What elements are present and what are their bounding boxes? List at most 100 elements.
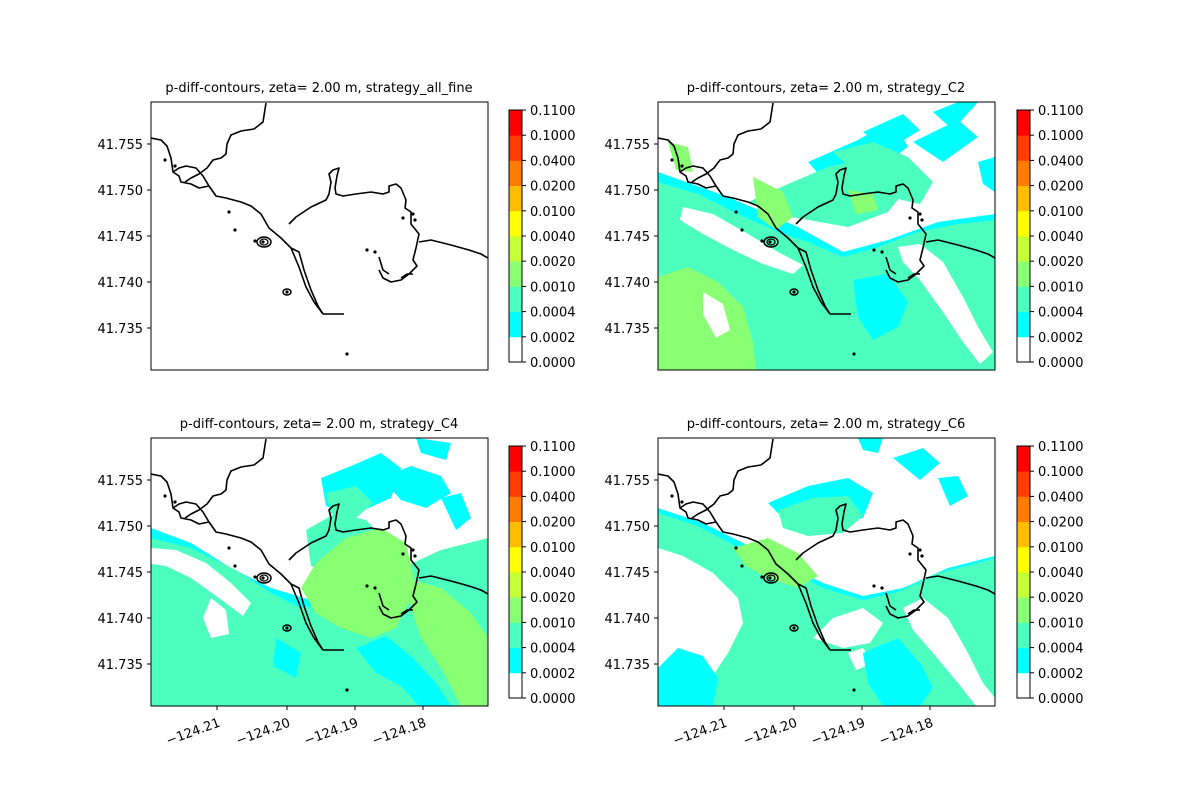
contour-region: [356, 636, 451, 706]
colorbar-label: 0.0200: [1038, 180, 1084, 195]
contour-region: [301, 528, 416, 638]
colorbar-label: 0.0200: [1038, 516, 1084, 531]
coastline: [925, 239, 995, 259]
contour-region: [151, 548, 251, 616]
contour-region: [658, 648, 718, 706]
colorbar-swatch: [509, 471, 522, 497]
contour-region: [680, 207, 803, 274]
islet: [920, 218, 924, 222]
islet: [680, 500, 684, 504]
coastline: [400, 273, 413, 279]
islet: [760, 239, 764, 243]
island: [256, 236, 272, 248]
coastline: [290, 247, 324, 315]
colorbar-swatch: [509, 110, 522, 136]
colorbar-label: 0.0400: [530, 490, 576, 505]
coastline: [658, 137, 799, 249]
colorbar-label: 0.1100: [530, 440, 576, 455]
panel-title: p-diff-contours, zeta= 2.00 m, strategy_…: [687, 81, 965, 96]
coastline: [290, 583, 324, 651]
island: [282, 288, 292, 296]
colorbar-swatch: [1017, 672, 1030, 699]
coastline: [679, 501, 717, 523]
coastline: [290, 247, 324, 315]
coastline: [400, 609, 413, 615]
colorbar-label: 0.0010: [1038, 280, 1084, 295]
colorbar-swatch: [509, 261, 522, 287]
colorbar-label: 0.0000: [530, 356, 576, 371]
y-tick-label: 41.750: [605, 520, 651, 535]
colorbar-label: 0.1000: [1038, 465, 1084, 480]
islet: [373, 250, 377, 254]
island: [789, 288, 799, 296]
islet: [872, 248, 876, 252]
colorbar-swatch: [1017, 597, 1030, 623]
contour-region: [903, 598, 995, 706]
islet: [768, 576, 772, 580]
contour-region: [203, 598, 229, 638]
y-tick-label: 41.745: [605, 230, 651, 245]
colorbar-label: 0.0002: [530, 667, 576, 682]
y-tick-label: 41.745: [605, 566, 651, 581]
islet: [365, 584, 369, 588]
contour-region: [858, 438, 883, 453]
islet: [680, 164, 684, 168]
colorbar-swatch: [509, 185, 522, 212]
contour-region: [381, 466, 451, 508]
contour-region: [406, 578, 488, 706]
coastline: [797, 583, 831, 651]
island: [789, 624, 799, 632]
colorbar-swatch: [1017, 336, 1030, 363]
panel-title: p-diff-contours, zeta= 2.00 m, strategy_…: [687, 417, 965, 432]
colorbar-swatch: [1017, 286, 1030, 312]
islet: [908, 216, 912, 220]
islet: [173, 500, 177, 504]
y-tick-label: 41.740: [605, 612, 651, 627]
y-tick-label: 41.735: [605, 322, 651, 337]
coastline: [290, 583, 324, 651]
y-tick-label: 41.755: [605, 138, 651, 153]
y-tick-label: 41.750: [98, 520, 144, 535]
colorbar-swatch: [1017, 546, 1030, 573]
island: [259, 574, 269, 582]
colorbar: 0.0000 0.0002 0.0004 0.0010 0.0020 0.0040 0.01…: [1016, 104, 1084, 371]
contour-region: [933, 102, 978, 130]
colorbar-label: 0.0400: [530, 154, 576, 169]
contour-region: [848, 190, 878, 214]
colorbar-swatch: [1017, 261, 1030, 287]
contour-region: [978, 157, 995, 192]
colorbar-label: 0.0020: [530, 255, 576, 270]
islet: [413, 554, 417, 558]
panel-c4: p-diff-contours, zeta= 2.00 m, strategy_…: [98, 417, 489, 749]
islet: [411, 548, 415, 552]
coastline: [795, 503, 927, 619]
coastline: [907, 273, 920, 279]
colorbar-label: 0.0400: [1038, 154, 1084, 169]
contour-region: [898, 244, 993, 364]
y-tick-label: 41.750: [605, 184, 651, 199]
islet: [253, 575, 257, 579]
colorbar-label: 0.0020: [530, 591, 576, 606]
islet: [285, 626, 289, 630]
colorbar-swatch: [1017, 311, 1030, 338]
contour-region: [863, 114, 920, 150]
colorbar-swatch: [1017, 110, 1030, 136]
colorbar-swatch: [1017, 236, 1030, 262]
islet: [740, 228, 744, 232]
islet: [920, 554, 924, 558]
colorbar-swatch: [509, 647, 522, 674]
colorbar-label: 0.1100: [1038, 104, 1084, 119]
colorbar-swatch: [509, 135, 522, 161]
islet: [401, 552, 405, 556]
colorbar-label: 0.0004: [530, 306, 576, 321]
islet: [233, 564, 237, 568]
islet: [670, 158, 674, 162]
contour-region: [273, 638, 301, 678]
islet: [760, 575, 764, 579]
islet: [872, 584, 876, 588]
plot-area-frame: [150, 101, 489, 371]
coastline: [172, 165, 210, 187]
colorbar-label: 0.1100: [1038, 440, 1084, 455]
x-tick-label: −124.18: [370, 716, 428, 749]
y-tick-label: 41.745: [98, 566, 144, 581]
